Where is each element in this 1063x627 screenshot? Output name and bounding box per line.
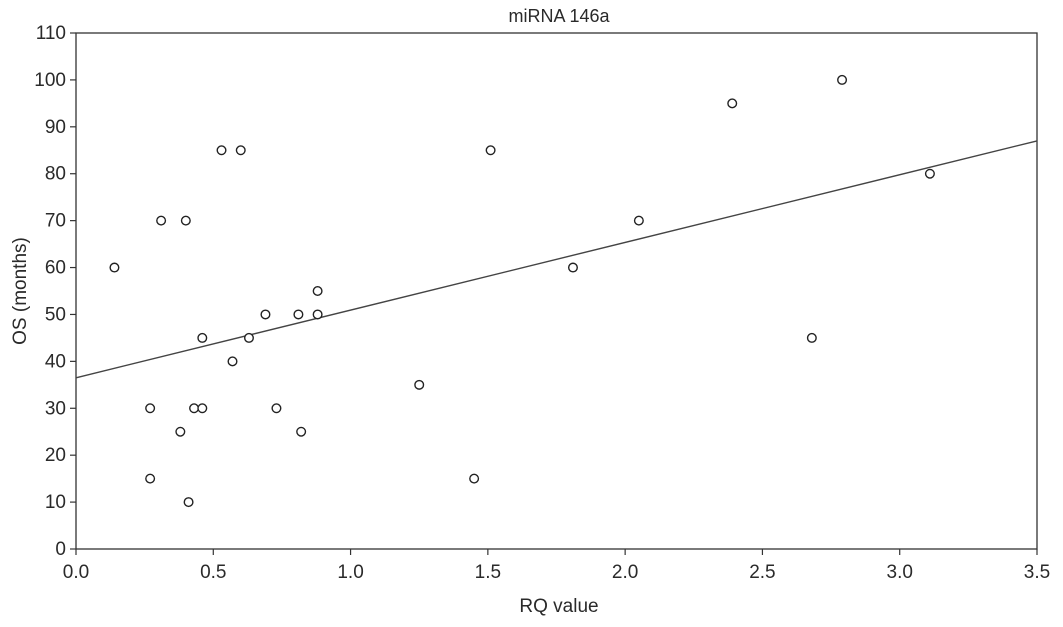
data-point xyxy=(145,473,156,484)
data-point xyxy=(197,403,208,414)
y-tick-label: 60 xyxy=(45,258,66,279)
data-point xyxy=(180,215,191,226)
data-point xyxy=(175,426,186,437)
data-point xyxy=(227,356,238,367)
regression-line xyxy=(75,140,1038,379)
x-tick-label: 0.5 xyxy=(200,562,226,583)
y-tick-label: 30 xyxy=(45,398,66,419)
data-point xyxy=(293,309,304,320)
data-point xyxy=(312,309,323,320)
y-tick-label: 50 xyxy=(45,304,66,325)
y-tick-label: 20 xyxy=(45,445,66,466)
data-point xyxy=(837,74,848,85)
y-tick-label: 110 xyxy=(36,23,66,44)
y-axis-ticks: 0 10 20 30 40 50 60 70 80 90 100 110 xyxy=(34,23,76,560)
x-tick-label: 1.0 xyxy=(337,562,363,583)
y-tick-label: 100 xyxy=(34,70,66,91)
y-axis-title: OS (months) xyxy=(10,237,31,345)
y-tick-label: 40 xyxy=(45,351,66,372)
data-point xyxy=(806,332,817,343)
data-point xyxy=(156,215,167,226)
data-point xyxy=(235,145,246,156)
y-tick-label: 90 xyxy=(45,117,66,138)
chart-title: miRNA 146a xyxy=(508,6,610,26)
data-point xyxy=(109,262,120,273)
x-tick-label: 1.5 xyxy=(475,562,501,583)
x-axis-title: RQ value xyxy=(519,596,598,617)
x-tick-label: 2.5 xyxy=(749,562,775,583)
data-point xyxy=(469,473,480,484)
data-point xyxy=(183,497,194,508)
x-tick-label: 3.0 xyxy=(887,562,913,583)
data-point xyxy=(243,332,254,343)
plot-border xyxy=(75,32,1038,550)
data-point xyxy=(485,145,496,156)
data-points xyxy=(109,74,935,508)
data-point xyxy=(727,98,738,109)
y-tick-label: 10 xyxy=(45,492,66,513)
data-point xyxy=(633,215,644,226)
x-tick-label: 3.5 xyxy=(1024,562,1050,583)
data-point xyxy=(197,332,208,343)
y-tick-label: 80 xyxy=(45,164,66,185)
x-tick-label: 0.0 xyxy=(63,562,89,583)
data-point xyxy=(260,309,271,320)
data-point xyxy=(145,403,156,414)
y-tick-label: 70 xyxy=(45,211,66,232)
data-point xyxy=(271,403,282,414)
data-point xyxy=(567,262,578,273)
plot-frame xyxy=(75,32,1038,550)
data-point xyxy=(924,168,935,179)
data-point xyxy=(296,426,307,437)
data-point xyxy=(414,379,425,390)
fit-line-layer xyxy=(75,140,1038,379)
y-tick-label: 0 xyxy=(55,539,66,560)
data-point xyxy=(216,145,227,156)
data-point xyxy=(312,286,323,297)
x-axis-ticks: 0.0 0.5 1.0 1.5 2.0 2.5 3.0 3.5 xyxy=(63,549,1050,583)
data-point xyxy=(189,403,200,414)
x-tick-label: 2.0 xyxy=(612,562,638,583)
